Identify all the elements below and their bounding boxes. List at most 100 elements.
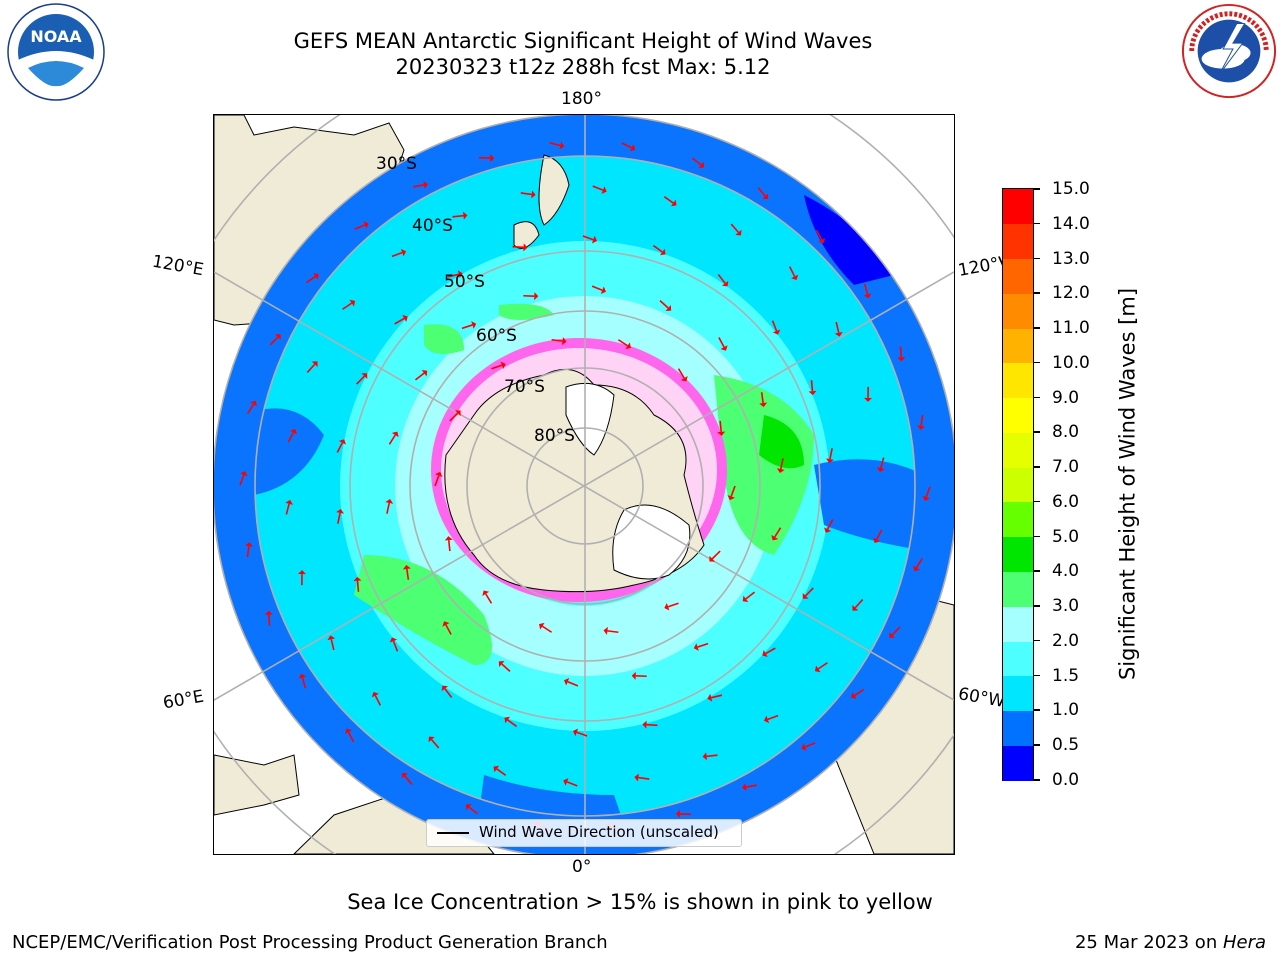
wave-arrow-shaft (899, 346, 903, 358)
colorbar-segment (1003, 432, 1033, 468)
wave-arrow-head (742, 783, 747, 791)
wave-arrow-shaft (582, 235, 594, 241)
wave-arrow-shaft (617, 339, 629, 347)
wave-arrow-shaft (566, 781, 578, 787)
colorbar-segment (1003, 501, 1033, 538)
wave-arrow-head (564, 678, 570, 686)
wave-arrow-head (776, 468, 785, 473)
wave-arrow-shaft (461, 324, 473, 330)
wave-arrow-shaft (447, 273, 459, 278)
colorbar-tick-mark (1034, 709, 1040, 711)
wave-arrow-shaft (730, 223, 740, 233)
colorbar-tick-label: 13.0 (1052, 248, 1090, 269)
wave-arrow-shaft (430, 739, 440, 749)
colorbar-tick-label: 9.0 (1052, 387, 1080, 408)
wave-arrow-shaft (347, 731, 355, 743)
noaa-logo-text: NOAA (30, 27, 82, 46)
wave-arrow-head (428, 736, 435, 743)
wave-arrow-shaft (717, 274, 726, 284)
colorbar-tick-mark (1034, 744, 1040, 746)
sea-ice-caption: Sea Ice Concentration > 15% is shown in … (347, 890, 933, 914)
colorbar-segment (1003, 223, 1033, 260)
colorbar-tick-label: 2.0 (1052, 630, 1080, 651)
colorbar-segment (1003, 571, 1033, 607)
wave-arrow-head (482, 590, 490, 596)
wave-arrow-head (735, 229, 742, 236)
legend-line-swatch (437, 832, 469, 834)
wave-arrow-shaft (576, 731, 588, 737)
lat-label-30s: 30°S (376, 154, 417, 174)
wave-arrow-shaft (745, 784, 757, 788)
wave-arrow-shaft (247, 403, 255, 414)
ocean-field (214, 115, 954, 854)
wave-arrow-head (720, 345, 728, 351)
wave-arrow-shaft (719, 420, 723, 432)
colorbar-segment (1003, 536, 1033, 572)
wave-arrow-head (457, 270, 463, 279)
wave-arrow-head (489, 154, 495, 163)
wave-arrow-head (772, 329, 781, 335)
wave-arrow-head (441, 685, 449, 692)
wave-arrow-shaft (788, 266, 796, 277)
wave-arrow-shaft (512, 245, 524, 249)
wave-arrow-head (917, 425, 926, 430)
wave-arrow-head (465, 803, 472, 811)
wave-arrow-shaft (677, 368, 685, 379)
wave-arrow-shaft (767, 714, 779, 721)
wave-arrow-shaft (592, 185, 604, 191)
wave-arrow-head (338, 439, 346, 445)
wave-arrow-shaft (501, 663, 511, 672)
colorbar-tick-label: 1.0 (1052, 700, 1080, 721)
wave-arrow-shaft (915, 558, 923, 569)
wave-arrow-shaft (267, 614, 271, 626)
wave-arrow-shaft (854, 688, 865, 697)
wave-arrow-shaft (591, 285, 603, 292)
wave-arrow-head (240, 471, 248, 477)
wave-arrow-shaft (757, 187, 766, 197)
wave-arrow-head (824, 527, 832, 533)
colorbar-tick-mark (1034, 327, 1040, 329)
wave-arrow-shaft (541, 625, 553, 633)
wave-arrow-shaft (354, 224, 366, 230)
wave-arrow-shaft (829, 448, 833, 460)
wave-arrow-head (285, 499, 293, 505)
wave-arrow-head (361, 373, 368, 379)
wave-arrow-shaft (920, 414, 924, 427)
lat-label-40s: 40°S (412, 216, 453, 236)
noaa-logo: NOAA (7, 3, 105, 101)
colorbar-tick-label: 0.0 (1052, 770, 1080, 790)
colorbar-segment (1003, 640, 1033, 677)
colorbar-tick-label: 4.0 (1052, 561, 1080, 582)
wave-arrow-head (454, 410, 461, 417)
wave-arrow-head (402, 314, 408, 322)
wave-arrow-head (631, 671, 636, 680)
wave-arrow-shaft (804, 742, 816, 748)
wave-arrow-head (742, 595, 749, 602)
lon-label-120e: 120°E (150, 251, 206, 281)
wave-arrow-head (298, 673, 307, 679)
colorbar-segment (1003, 258, 1033, 294)
colorbar-tick-mark (1034, 779, 1040, 781)
lon-label-0: 0° (572, 857, 592, 877)
wave-arrow-shaft (337, 512, 341, 524)
wave-arrow-shaft (706, 754, 718, 758)
colorbar-tick-mark (1034, 535, 1040, 538)
colorbar-tick-label: 7.0 (1052, 457, 1080, 478)
wave-arrow-shaft (444, 688, 453, 698)
wave-arrow-head (642, 720, 647, 729)
colorbar-segment (1003, 675, 1033, 712)
wave-arrow-head (523, 243, 528, 252)
wave-arrow-head (559, 141, 565, 150)
wave-arrow-head (727, 494, 735, 501)
wave-arrow-head (826, 458, 834, 464)
colorbar-segment (1003, 189, 1033, 225)
wave-arrow-shaft (638, 776, 650, 780)
wave-arrow-head (421, 370, 428, 377)
wave-arrow-shaft (863, 283, 869, 295)
colorbar-tick-mark (1034, 361, 1040, 364)
colorbar-tick-mark (1034, 188, 1040, 190)
footer-credit: NCEP/EMC/Verification Post Processing Pr… (12, 932, 608, 953)
wave-arrow-shaft (342, 302, 353, 310)
wave-arrow-shaft (765, 647, 776, 655)
wave-arrow-head (591, 235, 598, 244)
